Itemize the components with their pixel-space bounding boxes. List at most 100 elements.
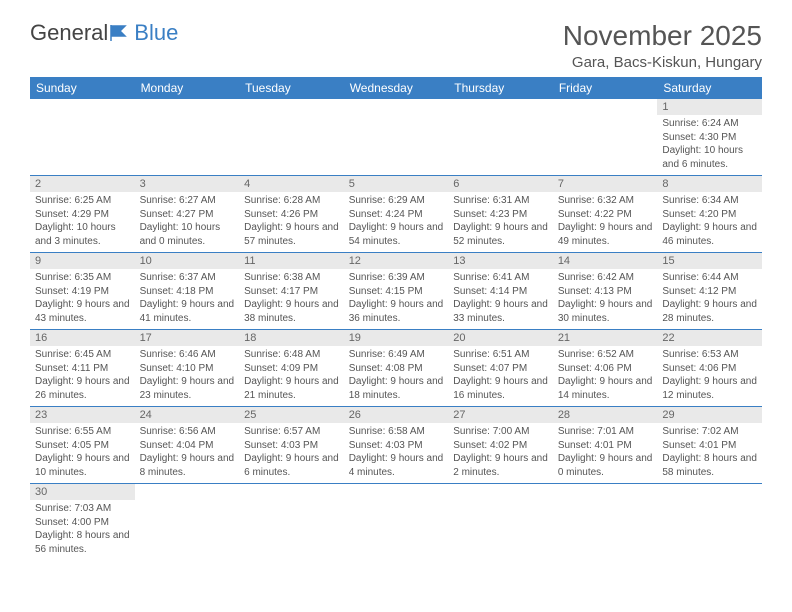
- calendar-cell: 10Sunrise: 6:37 AMSunset: 4:18 PMDayligh…: [135, 253, 240, 330]
- sunrise-text: Sunrise: 6:42 AM: [558, 271, 653, 285]
- day-number: 22: [657, 330, 762, 346]
- daylight-text: Daylight: 9 hours and 8 minutes.: [140, 452, 235, 479]
- weekday-header: Friday: [553, 77, 658, 99]
- daylight-text: Daylight: 10 hours and 6 minutes.: [662, 144, 757, 171]
- sunset-text: Sunset: 4:20 PM: [662, 208, 757, 222]
- sunrise-text: Sunrise: 6:34 AM: [662, 194, 757, 208]
- sunset-text: Sunset: 4:06 PM: [558, 362, 653, 376]
- flag-icon: [110, 24, 132, 42]
- day-number: 23: [30, 407, 135, 423]
- sunset-text: Sunset: 4:01 PM: [662, 439, 757, 453]
- day-number: 18: [239, 330, 344, 346]
- calendar-cell: [239, 99, 344, 176]
- day-number: 6: [448, 176, 553, 192]
- calendar-cell: [344, 484, 449, 561]
- sunset-text: Sunset: 4:30 PM: [662, 131, 757, 145]
- sunrise-text: Sunrise: 6:31 AM: [453, 194, 548, 208]
- day-number: 2: [30, 176, 135, 192]
- daylight-text: Daylight: 9 hours and 30 minutes.: [558, 298, 653, 325]
- calendar-cell: 30Sunrise: 7:03 AMSunset: 4:00 PMDayligh…: [30, 484, 135, 561]
- day-info: Sunrise: 6:28 AMSunset: 4:26 PMDaylight:…: [239, 192, 344, 252]
- sunrise-text: Sunrise: 6:25 AM: [35, 194, 130, 208]
- calendar-cell: [448, 99, 553, 176]
- title-block: November 2025 Gara, Bacs-Kiskun, Hungary: [563, 20, 762, 71]
- sunset-text: Sunset: 4:07 PM: [453, 362, 548, 376]
- day-number: 9: [30, 253, 135, 269]
- day-info: Sunrise: 6:56 AMSunset: 4:04 PMDaylight:…: [135, 423, 240, 483]
- daylight-text: Daylight: 9 hours and 36 minutes.: [349, 298, 444, 325]
- daylight-text: Daylight: 9 hours and 18 minutes.: [349, 375, 444, 402]
- day-number: 5: [344, 176, 449, 192]
- day-info: Sunrise: 7:01 AMSunset: 4:01 PMDaylight:…: [553, 423, 658, 483]
- day-number: 7: [553, 176, 658, 192]
- sunset-text: Sunset: 4:01 PM: [558, 439, 653, 453]
- calendar-cell: [135, 484, 240, 561]
- header: General Blue November 2025 Gara, Bacs-Ki…: [30, 20, 762, 71]
- day-info: Sunrise: 6:45 AMSunset: 4:11 PMDaylight:…: [30, 346, 135, 406]
- calendar-cell: 16Sunrise: 6:45 AMSunset: 4:11 PMDayligh…: [30, 330, 135, 407]
- location: Gara, Bacs-Kiskun, Hungary: [563, 54, 762, 71]
- day-info: Sunrise: 6:24 AMSunset: 4:30 PMDaylight:…: [657, 115, 762, 175]
- sunset-text: Sunset: 4:24 PM: [349, 208, 444, 222]
- month-title: November 2025: [563, 20, 762, 52]
- calendar-cell: [30, 99, 135, 176]
- daylight-text: Daylight: 9 hours and 54 minutes.: [349, 221, 444, 248]
- weekday-header: Monday: [135, 77, 240, 99]
- calendar-week-row: 23Sunrise: 6:55 AMSunset: 4:05 PMDayligh…: [30, 407, 762, 484]
- sunset-text: Sunset: 4:05 PM: [35, 439, 130, 453]
- day-info: Sunrise: 6:27 AMSunset: 4:27 PMDaylight:…: [135, 192, 240, 252]
- day-number: 4: [239, 176, 344, 192]
- day-info: Sunrise: 6:39 AMSunset: 4:15 PMDaylight:…: [344, 269, 449, 329]
- sunrise-text: Sunrise: 6:32 AM: [558, 194, 653, 208]
- weekday-header: Tuesday: [239, 77, 344, 99]
- calendar-cell: 8Sunrise: 6:34 AMSunset: 4:20 PMDaylight…: [657, 176, 762, 253]
- day-number: 12: [344, 253, 449, 269]
- sunset-text: Sunset: 4:26 PM: [244, 208, 339, 222]
- weekday-header: Wednesday: [344, 77, 449, 99]
- calendar-week-row: 16Sunrise: 6:45 AMSunset: 4:11 PMDayligh…: [30, 330, 762, 407]
- sunrise-text: Sunrise: 6:52 AM: [558, 348, 653, 362]
- calendar-cell: 17Sunrise: 6:46 AMSunset: 4:10 PMDayligh…: [135, 330, 240, 407]
- daylight-text: Daylight: 9 hours and 21 minutes.: [244, 375, 339, 402]
- day-info: Sunrise: 6:57 AMSunset: 4:03 PMDaylight:…: [239, 423, 344, 483]
- daylight-text: Daylight: 9 hours and 49 minutes.: [558, 221, 653, 248]
- daylight-text: Daylight: 9 hours and 38 minutes.: [244, 298, 339, 325]
- day-info: Sunrise: 6:53 AMSunset: 4:06 PMDaylight:…: [657, 346, 762, 406]
- day-number: 3: [135, 176, 240, 192]
- day-number: 11: [239, 253, 344, 269]
- logo: General Blue: [30, 20, 178, 46]
- sunset-text: Sunset: 4:13 PM: [558, 285, 653, 299]
- day-number: 20: [448, 330, 553, 346]
- daylight-text: Daylight: 8 hours and 58 minutes.: [662, 452, 757, 479]
- sunset-text: Sunset: 4:12 PM: [662, 285, 757, 299]
- calendar-cell: [344, 99, 449, 176]
- sunrise-text: Sunrise: 6:58 AM: [349, 425, 444, 439]
- sunset-text: Sunset: 4:08 PM: [349, 362, 444, 376]
- weekday-header-row: Sunday Monday Tuesday Wednesday Thursday…: [30, 77, 762, 99]
- sunrise-text: Sunrise: 6:49 AM: [349, 348, 444, 362]
- calendar-cell: 18Sunrise: 6:48 AMSunset: 4:09 PMDayligh…: [239, 330, 344, 407]
- sunrise-text: Sunrise: 6:38 AM: [244, 271, 339, 285]
- day-info: Sunrise: 6:38 AMSunset: 4:17 PMDaylight:…: [239, 269, 344, 329]
- calendar-week-row: 9Sunrise: 6:35 AMSunset: 4:19 PMDaylight…: [30, 253, 762, 330]
- day-number: 10: [135, 253, 240, 269]
- day-info: Sunrise: 6:35 AMSunset: 4:19 PMDaylight:…: [30, 269, 135, 329]
- sunset-text: Sunset: 4:17 PM: [244, 285, 339, 299]
- day-info: Sunrise: 7:03 AMSunset: 4:00 PMDaylight:…: [30, 500, 135, 560]
- sunrise-text: Sunrise: 6:41 AM: [453, 271, 548, 285]
- sunset-text: Sunset: 4:15 PM: [349, 285, 444, 299]
- sunrise-text: Sunrise: 6:45 AM: [35, 348, 130, 362]
- daylight-text: Daylight: 9 hours and 4 minutes.: [349, 452, 444, 479]
- sunrise-text: Sunrise: 7:00 AM: [453, 425, 548, 439]
- sunset-text: Sunset: 4:09 PM: [244, 362, 339, 376]
- sunset-text: Sunset: 4:06 PM: [662, 362, 757, 376]
- day-info: Sunrise: 6:41 AMSunset: 4:14 PMDaylight:…: [448, 269, 553, 329]
- calendar-cell: [239, 484, 344, 561]
- sunrise-text: Sunrise: 6:35 AM: [35, 271, 130, 285]
- sunset-text: Sunset: 4:10 PM: [140, 362, 235, 376]
- sunrise-text: Sunrise: 6:53 AM: [662, 348, 757, 362]
- day-info: Sunrise: 7:02 AMSunset: 4:01 PMDaylight:…: [657, 423, 762, 483]
- day-info: Sunrise: 6:46 AMSunset: 4:10 PMDaylight:…: [135, 346, 240, 406]
- calendar-cell: 14Sunrise: 6:42 AMSunset: 4:13 PMDayligh…: [553, 253, 658, 330]
- day-info: Sunrise: 7:00 AMSunset: 4:02 PMDaylight:…: [448, 423, 553, 483]
